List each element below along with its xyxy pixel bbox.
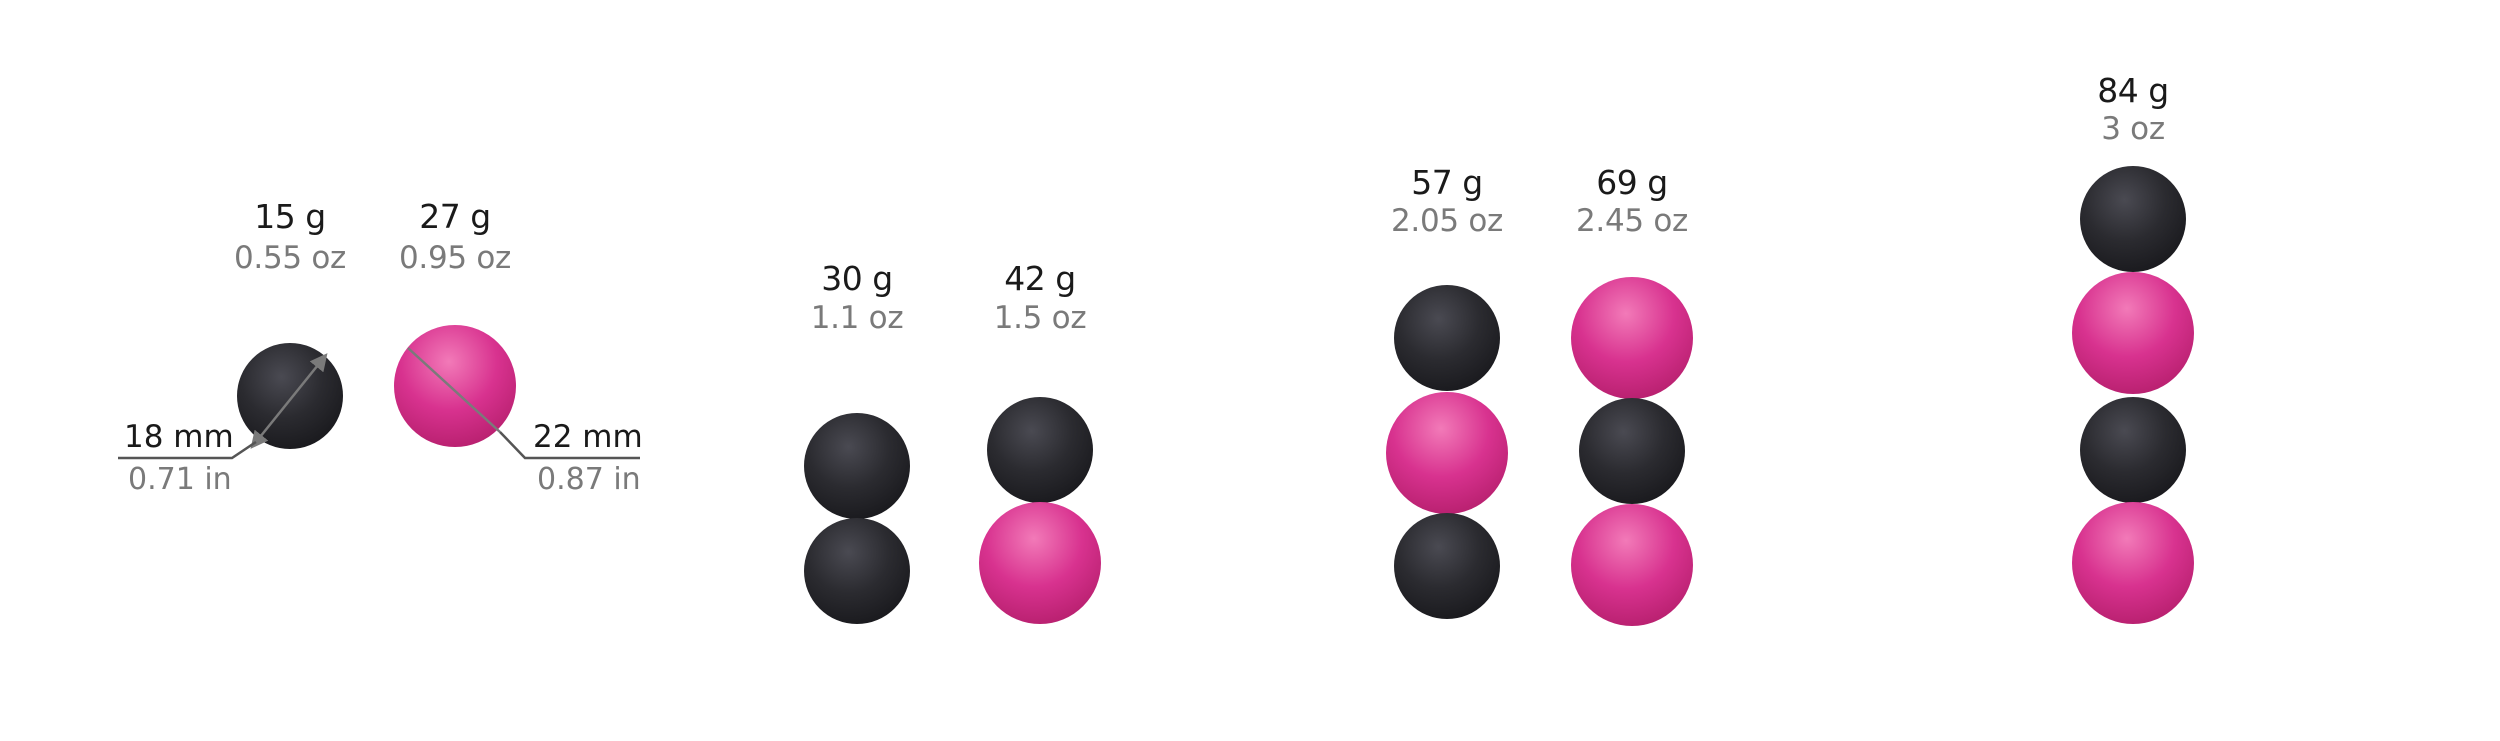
ball-stack-7 xyxy=(2072,166,2194,624)
pink-ball xyxy=(2072,272,2194,394)
pink-ball xyxy=(1571,277,1693,399)
weight-grams: 15 g xyxy=(254,200,325,233)
weight-ounces: 1.5 oz xyxy=(994,303,1087,334)
black-ball xyxy=(237,343,343,449)
ball-stack-3 xyxy=(804,413,910,624)
weight-ounces: 2.45 oz xyxy=(1576,206,1688,237)
small-diameter-mm: 18 mm xyxy=(124,422,234,453)
weight-grams: 57 g xyxy=(1411,166,1482,199)
ball-stack-4 xyxy=(979,397,1101,624)
weight-ounces: 3 oz xyxy=(2101,114,2165,145)
weight-grams: 27 g xyxy=(419,200,490,233)
pink-ball xyxy=(1571,504,1693,626)
large-diameter-in: 0.87 in xyxy=(537,465,641,495)
ball-stack-1 xyxy=(237,343,343,449)
black-ball xyxy=(1394,285,1500,391)
black-ball xyxy=(2080,397,2186,503)
large-diameter-mm: 22 mm xyxy=(533,422,643,453)
weight-ounces: 0.55 oz xyxy=(234,243,346,274)
pink-ball xyxy=(1386,392,1508,514)
weight-grams: 42 g xyxy=(1004,262,1075,295)
black-ball xyxy=(1579,398,1685,504)
ball-stack-6 xyxy=(1571,277,1693,626)
weight-grams: 30 g xyxy=(821,262,892,295)
weight-ounces: 1.1 oz xyxy=(811,303,904,334)
black-ball xyxy=(1394,513,1500,619)
weight-ounces: 0.95 oz xyxy=(399,243,511,274)
weight-ounces: 2.05 oz xyxy=(1391,206,1503,237)
weight-grams: 69 g xyxy=(1596,166,1667,199)
weight-grams: 84 g xyxy=(2097,74,2168,107)
black-ball xyxy=(2080,166,2186,272)
black-ball xyxy=(804,518,910,624)
pink-ball xyxy=(2072,502,2194,624)
black-ball xyxy=(804,413,910,519)
ball-stack-5 xyxy=(1386,285,1508,619)
pink-ball xyxy=(979,502,1101,624)
black-ball xyxy=(987,397,1093,503)
small-diameter-in: 0.71 in xyxy=(128,465,232,495)
